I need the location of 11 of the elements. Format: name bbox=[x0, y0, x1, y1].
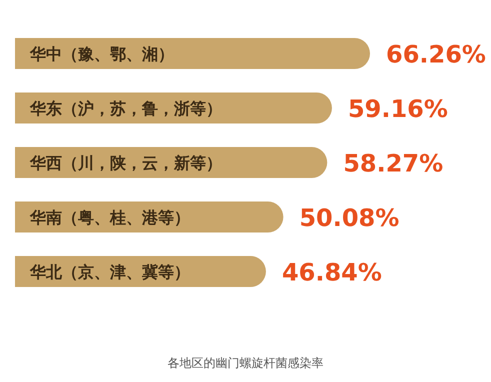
data-label: 46.84% bbox=[282, 258, 382, 286]
data-label: 58.27% bbox=[343, 150, 444, 178]
data-label: 66.26% bbox=[386, 40, 486, 68]
data-label: 59.16% bbox=[348, 95, 448, 123]
text: 各地区的幽门螺旋杆菌感染率 bbox=[168, 356, 324, 370]
y-tick-label: 华西（川，陕，云，新等） bbox=[29, 154, 222, 172]
data-label: 50.08% bbox=[299, 204, 400, 232]
y-tick-label: 华南（粤、桂、港等） bbox=[29, 208, 190, 227]
y-tick-label: 华中（豫、鄂、湘） bbox=[29, 44, 174, 64]
y-tick-label: 华北（京、津、冀等） bbox=[29, 262, 190, 282]
y-tick-label: 华东（沪，苏，鲁，浙等） bbox=[29, 99, 222, 118]
